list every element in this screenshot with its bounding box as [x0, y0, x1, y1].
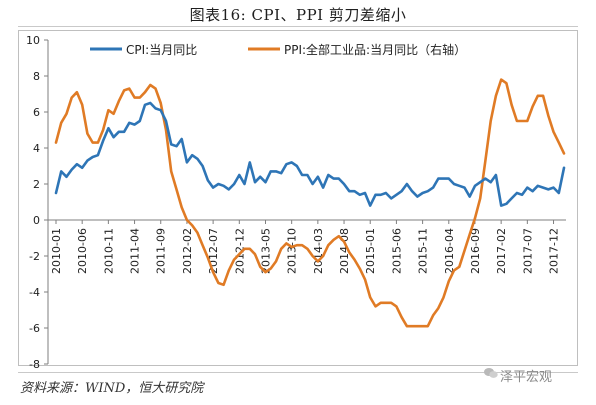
x-tick-label: 2013-10 — [286, 228, 299, 274]
plot-frame — [18, 30, 578, 366]
y-tick-label: 8 — [33, 70, 40, 83]
x-tick-label: 2012-02 — [181, 228, 194, 274]
y-tick-label: 2 — [33, 178, 40, 191]
y-tick-label: -2 — [29, 250, 40, 263]
wechat-icon — [484, 368, 498, 378]
y-tick-label: 6 — [33, 106, 40, 119]
x-tick-label: 2010-06 — [76, 228, 89, 274]
legend-label-cpi: CPI:当月同比 — [126, 43, 197, 57]
chart-title: 图表16: CPI、PPI 剪刀差缩小 — [189, 6, 407, 24]
series-line — [54, 78, 566, 328]
source-divider — [18, 372, 578, 373]
x-tick-label: 2015-11 — [417, 228, 430, 274]
x-tick-label: 2010-01 — [50, 228, 63, 274]
series-line — [54, 101, 566, 207]
x-tick-label: 2012-12 — [233, 228, 246, 274]
source-note: 资料来源：WIND，恒大研究院 — [20, 381, 204, 396]
x-tick-label: 2017-12 — [548, 228, 561, 274]
x-tick-label: 2016-04 — [443, 228, 456, 274]
legend-label-ppi: PPI:全部工业品:当月同比（右轴） — [284, 42, 466, 57]
series-lines — [54, 78, 566, 328]
x-tick-label: 2014-03 — [312, 228, 325, 274]
x-tick-label: 2012-07 — [207, 228, 220, 274]
x-tick-label: 2015-06 — [390, 228, 403, 274]
watermark: 泽平宏观 — [500, 370, 553, 385]
title-divider — [18, 26, 578, 27]
y-tick-label: 0 — [33, 214, 40, 227]
x-tick-label: 2010-11 — [102, 228, 115, 274]
y-tick-label: 10 — [26, 34, 40, 47]
axes-group — [44, 39, 566, 365]
x-tick-label: 2011-09 — [155, 228, 168, 274]
y-tick-label: 4 — [33, 142, 40, 155]
y-tick-label: -4 — [29, 286, 40, 299]
y-tick-labels: -8 -6 -4 -2 0 2 4 6 8 10 — [26, 34, 40, 371]
x-tick-label: 2016-09 — [469, 228, 482, 274]
x-tick-label: 2011-04 — [129, 228, 142, 274]
x-tick-labels: 2010-01 2010-06 2010-11 2011-04 2011-09 2012-… — [50, 228, 561, 274]
y-tick-label: -6 — [29, 322, 40, 335]
x-tick-label: 2015-01 — [364, 228, 377, 274]
x-tick-label: 2013-05 — [259, 228, 272, 274]
x-tick-label: 2017-07 — [521, 228, 534, 274]
x-tick-label: 2017-02 — [495, 228, 508, 274]
legend: CPI:当月同比 PPI:全部工业品:当月同比（右轴） — [90, 42, 466, 57]
y-tick-label: -8 — [29, 358, 40, 371]
